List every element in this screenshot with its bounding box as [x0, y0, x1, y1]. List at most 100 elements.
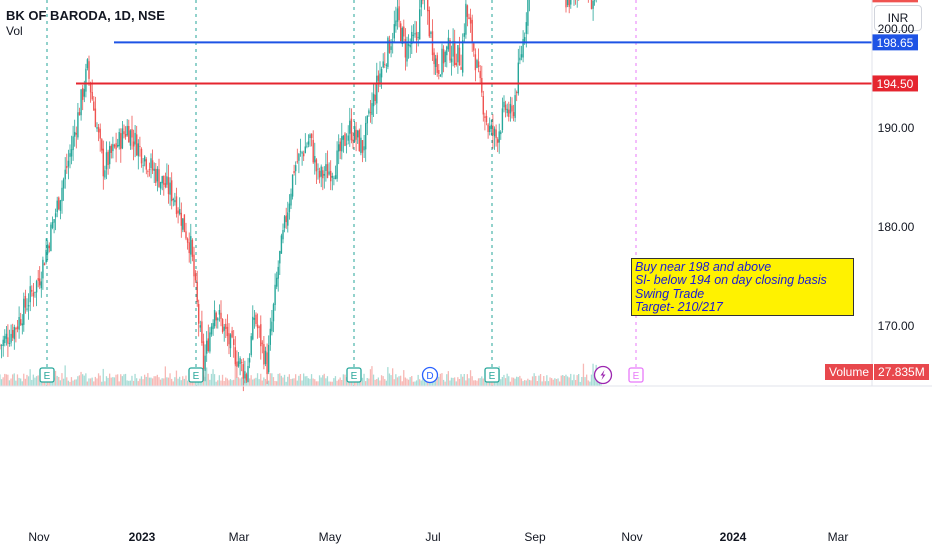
candle-body: [361, 140, 364, 153]
volume-bar: [554, 378, 556, 386]
candle-body: [40, 281, 42, 289]
volume-bar: [120, 374, 122, 386]
candle-body: [134, 132, 136, 145]
volume-bar: [276, 381, 278, 386]
symbol-title[interactable]: BK OF BARODA, 1D, NSE: [6, 8, 165, 23]
volume-bar: [86, 381, 88, 386]
candle-body: [484, 116, 486, 118]
candle-body: [140, 148, 143, 164]
level-price-tag: [872, 75, 918, 92]
candle-body: [350, 118, 353, 141]
candle-body: [115, 143, 117, 150]
volume-bar: [573, 374, 575, 386]
candle-body: [283, 216, 286, 228]
volume-bar: [482, 378, 484, 386]
candle-body: [291, 174, 294, 197]
candle-body: [89, 82, 92, 93]
candle-body: [315, 159, 318, 172]
candle-body: [34, 291, 36, 293]
volume-bar: [101, 381, 103, 386]
volume-indicator-label[interactable]: Vol: [6, 24, 23, 38]
volume-bar: [293, 378, 295, 386]
volume-bar: [180, 380, 182, 386]
volume-bar: [16, 374, 19, 386]
candle-body: [247, 366, 249, 383]
volume-badge-value: 27.835M: [874, 364, 929, 380]
volume-bar: [520, 378, 523, 386]
lightning-icon: [600, 370, 606, 380]
candle-body: [331, 176, 333, 178]
candle-body: [78, 112, 81, 116]
candle-body: [217, 318, 219, 321]
volume-bar: [248, 378, 251, 386]
volume-bar: [225, 377, 227, 386]
candle-body: [369, 112, 372, 113]
earnings-marker: [346, 367, 362, 383]
candle-body: [314, 156, 316, 163]
level-price-text: 194.50: [877, 77, 914, 91]
volume-bar: [256, 373, 259, 386]
candle-body: [35, 281, 38, 293]
volume-bar: [164, 366, 166, 386]
candle-body: [282, 230, 284, 240]
volume-bar: [385, 380, 387, 386]
volume-bar: [118, 381, 120, 386]
candle-body: [393, 24, 395, 39]
candle-body: [213, 310, 216, 327]
volume-bar: [115, 374, 117, 386]
volume-bar: [295, 374, 297, 386]
candle-body: [328, 171, 330, 175]
volume-bar: [384, 379, 386, 386]
candle-body: [225, 323, 227, 329]
candle-body: [287, 212, 289, 226]
candle-body: [506, 108, 508, 114]
candle-body: [175, 196, 178, 215]
volume-bar: [512, 377, 515, 386]
volume-bar: [277, 373, 279, 386]
volume-bar: [131, 375, 133, 386]
volume-bar: [446, 374, 448, 386]
candle-body: [368, 110, 370, 114]
trade-note[interactable]: Buy near 198 and above Sl- below 194 on …: [631, 258, 854, 316]
earnings-marker-letter: E: [193, 371, 200, 382]
currency-button[interactable]: INR: [874, 5, 922, 31]
volume-bar: [209, 379, 211, 386]
candle-body: [50, 224, 52, 252]
volume-bar: [234, 364, 236, 386]
candle-body: [390, 46, 392, 50]
candle-body: [415, 32, 418, 40]
candle-body: [264, 350, 267, 364]
candle-body: [193, 254, 195, 277]
candle-body: [94, 108, 97, 127]
volume-bar: [524, 380, 526, 386]
candle-body: [570, 0, 572, 5]
candle-body: [164, 183, 167, 188]
volume-bar: [140, 376, 143, 386]
candle-body: [355, 130, 357, 140]
volume-bar: [94, 376, 96, 386]
candle-body: [365, 123, 367, 150]
candle-body: [72, 136, 74, 151]
volume-bar: [221, 374, 224, 386]
volume-bar: [582, 363, 585, 386]
volume-bar: [404, 377, 406, 386]
earnings-marker: [188, 367, 204, 383]
volume-bar: [144, 374, 146, 386]
volume-bar: [129, 380, 131, 386]
dividend-marker-letter: D: [426, 371, 433, 382]
candle-body: [438, 70, 440, 74]
candle-body: [23, 298, 25, 325]
volume-bar: [58, 377, 60, 386]
volume-bar: [458, 379, 461, 386]
candle-body: [304, 146, 306, 154]
volume-bar: [331, 381, 333, 386]
candle-body: [58, 197, 60, 210]
volume-bar: [365, 381, 367, 386]
candle-body: [338, 144, 340, 152]
volume-bar: [69, 381, 71, 386]
volume-bar: [322, 375, 324, 386]
candle-body: [527, 0, 529, 26]
